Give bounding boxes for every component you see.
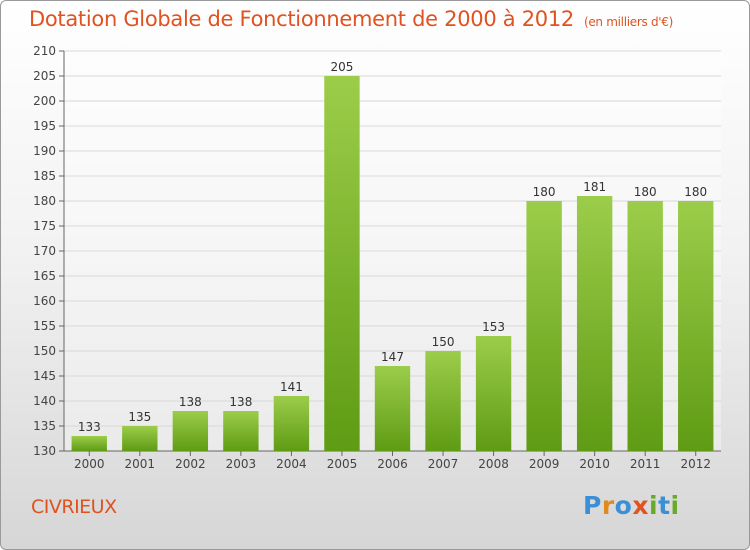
y-tick-label: 160: [33, 294, 56, 308]
commune-name: CIVRIEUX: [31, 496, 117, 518]
y-tick-label: 175: [33, 219, 56, 233]
bar: [475, 336, 512, 451]
y-tick-label: 200: [33, 94, 56, 108]
chart-title: Dotation Globale de Fonctionnement de 20…: [29, 7, 673, 31]
bar-value-label: 150: [432, 335, 455, 349]
y-tick-label: 180: [33, 194, 56, 208]
chart-subtitle: (en milliers d'€): [583, 15, 673, 29]
y-tick-label: 150: [33, 344, 56, 358]
bar: [172, 411, 209, 451]
y-tick-label: 135: [33, 419, 56, 433]
bar: [678, 201, 714, 451]
y-tick-label: 145: [33, 369, 56, 383]
y-tick-label: 185: [33, 169, 56, 183]
bar-value-label: 180: [634, 185, 657, 199]
bar: [324, 76, 360, 451]
y-tick-label: 155: [33, 319, 56, 333]
x-tick-label: 2008: [478, 457, 509, 471]
logo-letter: t: [658, 491, 671, 520]
y-tick-label: 130: [33, 444, 56, 458]
x-tick-label: 2001: [125, 457, 156, 471]
x-tick-label: 2007: [428, 457, 459, 471]
y-tick-label: 190: [33, 144, 56, 158]
bar-value-label: 141: [280, 380, 303, 394]
y-tick-label: 210: [33, 44, 56, 58]
bar-value-label: 180: [533, 185, 556, 199]
logo-letter: i: [649, 491, 659, 520]
x-tick-label: 2003: [226, 457, 257, 471]
bar: [576, 196, 613, 451]
bar-value-label: 138: [229, 395, 252, 409]
x-tick-label: 2012: [680, 457, 711, 471]
bar-value-label: 147: [381, 350, 404, 364]
bar: [71, 436, 107, 451]
logo-letter: i: [670, 491, 680, 520]
y-tick-label: 165: [33, 269, 56, 283]
logo-letter: P: [583, 491, 602, 520]
logo-letter: r: [601, 491, 615, 520]
bar: [627, 201, 663, 451]
bar-value-label: 133: [78, 420, 101, 434]
bar: [425, 351, 461, 451]
proxiti-logo: Proxiti: [583, 491, 680, 520]
bar-value-label: 205: [331, 60, 354, 74]
x-tick-label: 2009: [529, 457, 560, 471]
x-tick-label: 2006: [377, 457, 408, 471]
x-tick-label: 2011: [630, 457, 661, 471]
x-tick-label: 2002: [175, 457, 206, 471]
bar-value-label: 180: [684, 185, 707, 199]
y-tick-label: 170: [33, 244, 56, 258]
bar: [526, 201, 562, 451]
bar: [223, 411, 259, 451]
bar: [273, 396, 310, 451]
logo-letter: x: [632, 491, 649, 520]
bar-value-label: 181: [583, 180, 606, 194]
bar-value-label: 135: [128, 410, 151, 424]
x-tick-label: 2010: [579, 457, 610, 471]
bar: [374, 366, 411, 451]
bar-value-label: 153: [482, 320, 505, 334]
y-tick-label: 195: [33, 119, 56, 133]
x-tick-label: 2000: [74, 457, 105, 471]
chart-title-text: Dotation Globale de Fonctionnement de 20…: [29, 7, 574, 31]
bar-value-label: 138: [179, 395, 202, 409]
logo-letter: o: [614, 491, 633, 520]
x-tick-label: 2004: [276, 457, 307, 471]
y-tick-label: 205: [33, 69, 56, 83]
bar: [122, 426, 158, 451]
y-tick-label: 140: [33, 394, 56, 408]
x-tick-label: 2005: [327, 457, 358, 471]
